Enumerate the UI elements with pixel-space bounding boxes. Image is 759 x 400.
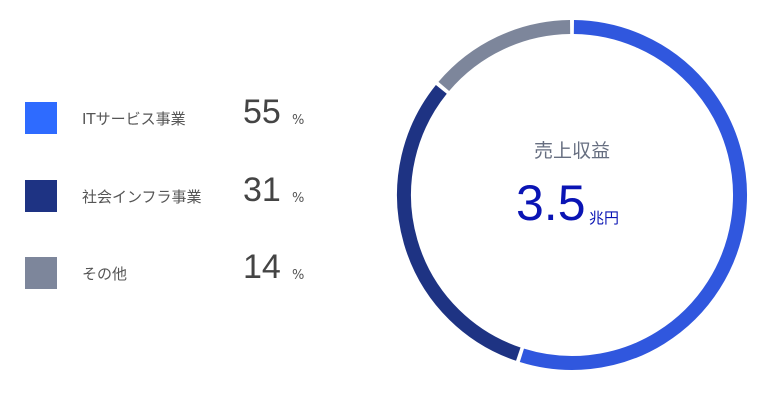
legend-unit: % (292, 191, 305, 206)
donut-segment (397, 84, 521, 361)
legend-item: ITサービス事業 55 % (25, 93, 304, 135)
legend-unit: % (292, 268, 305, 283)
legend-label: ITサービス事業 (82, 109, 186, 128)
legend-value: 55 (243, 93, 281, 131)
legend-swatch (25, 102, 57, 134)
legend-swatch (25, 180, 57, 212)
center-value: 3.5 (516, 175, 586, 231)
legend-item: 社会インフラ事業 31 % (25, 171, 304, 213)
legend-unit: % (292, 113, 305, 128)
donut-segment (519, 20, 747, 370)
legend-value: 14 (243, 248, 281, 286)
legend-swatch (25, 257, 57, 289)
center-unit: 兆円 (589, 209, 620, 227)
legend-item: その他 14 % (25, 248, 304, 290)
legend-label: 社会インフラ事業 (82, 187, 202, 206)
legend-label: その他 (82, 264, 128, 283)
donut-segment (438, 20, 571, 92)
legend-value: 31 (243, 171, 281, 209)
center-title: 売上収益 (533, 140, 610, 162)
